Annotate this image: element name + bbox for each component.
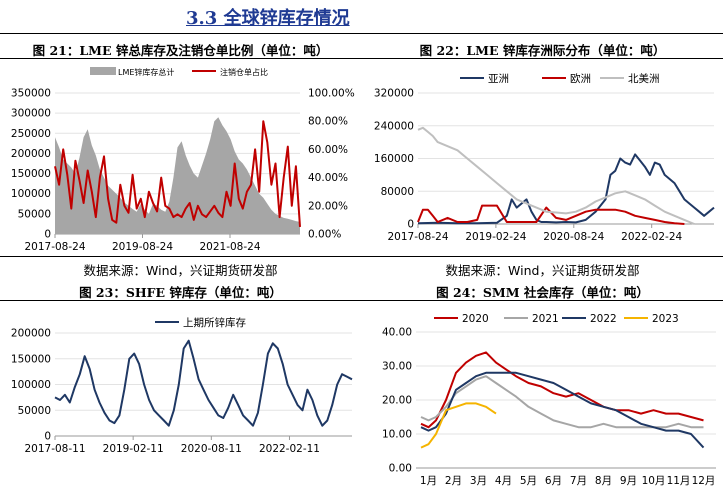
y-tick-label: 80000 [381, 186, 414, 198]
y2-tick-label: 40.00% [308, 172, 348, 184]
legend-label: 上期所锌库存 [183, 316, 246, 329]
legend-label: 北美洲 [628, 72, 660, 85]
y-tick-label: 10.00 [382, 429, 412, 441]
x-tick-label: 4月 [495, 475, 512, 487]
section-divider [0, 33, 723, 34]
legend-label: 欧洲 [570, 73, 591, 85]
chart-title-fig23: 图 23：SHFE 锌库存（单位：吨） [79, 285, 282, 300]
x-tick-label: 3月 [470, 475, 487, 487]
legend-label: 亚洲 [488, 73, 509, 85]
series-line-1 [417, 204, 685, 225]
series-line-2 [420, 371, 705, 449]
y-tick-label: 20.00 [382, 395, 412, 407]
series-line-0 [420, 351, 704, 429]
x-tick-label: 5月 [520, 475, 537, 487]
chart-lme-total-stock: 0 50000 100000 150000 200000 250000 300000 3500… [11, 67, 355, 253]
y-tick-label: 100000 [11, 188, 51, 200]
y-tick-label: 250000 [11, 128, 51, 140]
x-tick-label: 2022-02-11 [259, 443, 320, 455]
x-tick-label: 2019-02-24 [465, 231, 526, 243]
legend-label: LME锌库存总计 [118, 67, 174, 77]
x-tick-label: 8月 [595, 475, 612, 487]
series-line-2 [417, 126, 695, 225]
x-tick-label: 2020-08-24 [543, 231, 604, 243]
y-tick-label: 50000 [18, 405, 51, 417]
x-tick-label: 2021-08-24 [199, 241, 260, 253]
legend-swatch [90, 67, 116, 75]
y-tick-label: 50000 [18, 208, 51, 220]
chart-smm-social-stock: 0.00 10.00 20.00 30.00 40.00 1月 2月 3月 4月 5月 6月 7月 8月… [382, 313, 716, 487]
series-line-1 [54, 120, 301, 227]
x-tick-label: 2020-08-11 [181, 443, 242, 455]
chart-lme-regional-stock: 0 80000 160000 240000 320000 2017-08-24 2019-0… [374, 72, 715, 243]
y-tick-label: 0 [44, 229, 51, 241]
y-tick-label: 200000 [11, 148, 51, 160]
y-tick-label: 320000 [374, 88, 414, 100]
x-tick-label: 1月 [420, 475, 437, 487]
y-tick-label: 300000 [11, 108, 51, 120]
y2-tick-label: 60.00% [308, 144, 348, 156]
data-source-fig21: 数据来源：Wind，兴证期货研发部 [83, 263, 278, 278]
title-divider-bottom [0, 300, 723, 301]
chart-title-fig24: 图 24：SMM 社会库存（单位：吨） [436, 285, 649, 300]
source-divider [0, 256, 723, 257]
x-tick-label: 2019-08-24 [112, 241, 173, 253]
x-tick-label: 12月 [692, 475, 716, 487]
series-line-0 [54, 339, 353, 427]
series-area-0 [55, 117, 300, 234]
legend-label: 2023 [652, 313, 679, 325]
section-title: 3.3 全球锌库存情况 [186, 8, 350, 29]
y-tick-label: 350000 [11, 88, 51, 100]
x-tick-label: 2017-08-11 [24, 443, 85, 455]
x-tick-label: 2017-08-24 [24, 241, 85, 253]
x-tick-label: 11月 [667, 475, 691, 487]
x-tick-label: 2月 [445, 475, 462, 487]
x-tick-label: 9月 [620, 475, 637, 487]
y2-tick-label: 20.00% [308, 200, 348, 212]
legend-label: 2020 [462, 313, 489, 325]
legend-label: 2022 [590, 313, 617, 325]
chart-shfe-stock: 0 50000 100000 150000 200000 2017-08-11 2019-0… [11, 316, 353, 455]
x-tick-label: 10月 [642, 475, 666, 487]
y-tick-label: 100000 [11, 379, 51, 391]
y-tick-label: 40.00 [382, 327, 412, 339]
x-tick-label: 7月 [570, 475, 587, 487]
y-tick-label: 200000 [11, 328, 51, 340]
y-tick-label: 30.00 [382, 361, 412, 373]
y-tick-label: 0 [407, 219, 414, 231]
title-divider-top [0, 58, 723, 59]
x-tick-label: 2019-02-11 [103, 443, 164, 455]
y-tick-label: 0 [44, 431, 51, 443]
chart-title-fig21: 图 21：LME 锌总库存及注销仓单比例（单位：吨） [32, 43, 329, 58]
chart-title-fig22: 图 22：LME 锌库存洲际分布（单位：吨） [419, 43, 666, 58]
legend-label: 注销仓单占比 [220, 67, 268, 77]
y2-tick-label: 0.00% [308, 229, 341, 241]
y2-tick-label: 100.00% [308, 88, 355, 100]
series-line-3 [420, 402, 497, 449]
x-tick-label: 2022-02-24 [621, 231, 682, 243]
y-tick-label: 240000 [374, 120, 414, 132]
legend-label: 2021 [532, 313, 559, 325]
y2-tick-label: 80.00% [308, 116, 348, 128]
y-tick-label: 150000 [11, 353, 51, 365]
series-line-0 [417, 153, 715, 225]
y-tick-label: 160000 [374, 153, 414, 165]
y-tick-label: 0.00 [389, 463, 412, 475]
x-tick-label: 2017-08-24 [387, 231, 448, 243]
y-tick-label: 150000 [11, 168, 51, 180]
x-tick-label: 6月 [545, 475, 562, 487]
data-source-fig22: 数据来源：Wind，兴证期货研发部 [445, 263, 640, 278]
